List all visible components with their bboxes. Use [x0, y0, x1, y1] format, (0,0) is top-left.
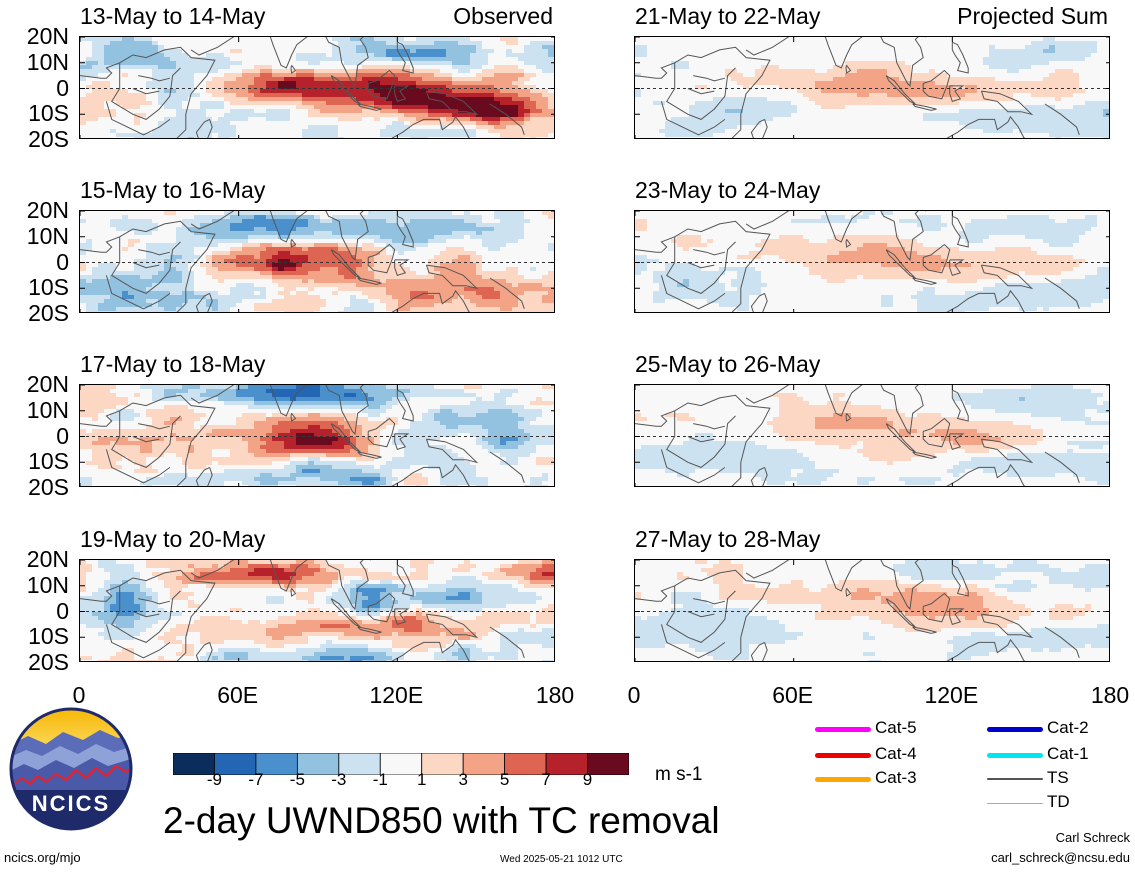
panel-corner-label: Observed — [453, 3, 553, 29]
lat-label: 10N — [26, 48, 69, 75]
lat-label: 10N — [26, 571, 69, 598]
colorbar-tick-label: -1 — [372, 770, 388, 789]
lat-label: 10S — [28, 100, 69, 127]
panel-title: 25-May to 26-May — [635, 351, 821, 377]
wind-field — [635, 560, 1109, 661]
legend-label: Cat-2 — [1047, 718, 1089, 737]
main-title: 2-day UWND850 with TC removal — [163, 800, 720, 841]
legend-line — [987, 726, 1043, 732]
colorbar — [172, 752, 630, 780]
wind-field — [80, 385, 554, 486]
wind-field — [80, 211, 554, 312]
lat-label: 10N — [26, 396, 69, 423]
legend-label: TS — [1047, 768, 1069, 787]
lon-label: 120E — [369, 682, 424, 708]
legend-line — [815, 752, 871, 758]
lon-label: 0 — [627, 682, 641, 708]
panel-corner-label: Projected Sum — [957, 3, 1108, 29]
map-panel — [79, 559, 555, 662]
lat-label: 10N — [26, 222, 69, 249]
panel-title: 21-May to 22-May — [635, 3, 821, 29]
lat-label: 10S — [28, 274, 69, 301]
panel-title: 19-May to 20-May — [80, 526, 266, 552]
wind-field — [635, 385, 1109, 486]
legend-label: Cat-1 — [1047, 744, 1089, 763]
legend-label: Cat-4 — [875, 744, 917, 763]
wind-field — [80, 37, 554, 138]
map-panel — [634, 210, 1110, 313]
legend-label: Cat-3 — [875, 768, 917, 787]
lat-label: 10S — [28, 623, 69, 650]
lon-label: 0 — [72, 682, 86, 708]
wind-field — [80, 560, 554, 661]
lat-label: 20N — [26, 197, 69, 223]
map-panel — [79, 36, 555, 139]
lat-label: 0 — [56, 74, 69, 101]
legend-line — [987, 752, 1043, 758]
panel-title: 13-May to 14-May — [80, 3, 266, 29]
legend-line — [815, 776, 871, 782]
lon-label: 60E — [217, 682, 259, 708]
lat-label: 20S — [28, 126, 69, 152]
lat-label: 20S — [28, 300, 69, 326]
wind-field — [635, 37, 1109, 138]
lat-label: 0 — [56, 597, 69, 624]
footer-author: Carl Schreck — [1055, 830, 1130, 845]
colorbar-tick-label: -3 — [331, 770, 347, 789]
panel-title: 17-May to 18-May — [80, 351, 266, 377]
lat-label: 20S — [28, 649, 69, 675]
colorbar-tick-label: 3 — [458, 770, 468, 789]
colorbar-tick-label: -9 — [206, 770, 223, 789]
colorbar-tick-label: 5 — [499, 770, 510, 789]
ncics-logo — [8, 706, 134, 837]
footer-timestamp: Wed 2025-05-21 1012 UTC — [500, 854, 623, 865]
map-panel — [79, 210, 555, 313]
colorbar-swatches — [172, 752, 630, 776]
lat-label: 10S — [28, 448, 69, 475]
lon-label: 180 — [535, 682, 575, 708]
lat-label: 20N — [26, 371, 69, 397]
legend-line — [987, 802, 1043, 804]
legend-label: Cat-5 — [875, 718, 917, 737]
colorbar-tick-label: -7 — [248, 770, 264, 789]
legend-line — [815, 726, 871, 732]
map-panel — [634, 559, 1110, 662]
panel-title: 23-May to 24-May — [635, 177, 821, 203]
legend-label: TD — [1047, 792, 1070, 811]
panel-title: 15-May to 16-May — [80, 177, 266, 203]
lon-label: 60E — [772, 682, 814, 708]
colorbar-tick-label: -5 — [289, 770, 305, 789]
map-panel — [79, 384, 555, 487]
lat-label: 20S — [28, 474, 69, 500]
map-panel — [634, 36, 1110, 139]
legend-line — [987, 778, 1043, 780]
colorbar-tick-label: 7 — [541, 770, 551, 789]
lon-label: 180 — [1090, 682, 1130, 708]
lon-label: 120E — [924, 682, 979, 708]
map-panel — [634, 384, 1110, 487]
lat-label: 20N — [26, 23, 69, 49]
colorbar-tick-label: 1 — [416, 770, 427, 789]
wind-field — [635, 211, 1109, 312]
footer-email: carl_schreck@ncsu.edu — [991, 850, 1130, 865]
colorbar-tick-label: 9 — [582, 770, 593, 789]
logo-text: NCICS — [31, 791, 111, 816]
lat-label: 0 — [56, 248, 69, 275]
lat-label: 0 — [56, 422, 69, 449]
lat-label: 20N — [26, 546, 69, 572]
colorbar-units: m s-1 — [655, 764, 703, 785]
footer-url: ncics.org/mjo — [4, 850, 81, 865]
panel-title: 27-May to 28-May — [635, 526, 821, 552]
